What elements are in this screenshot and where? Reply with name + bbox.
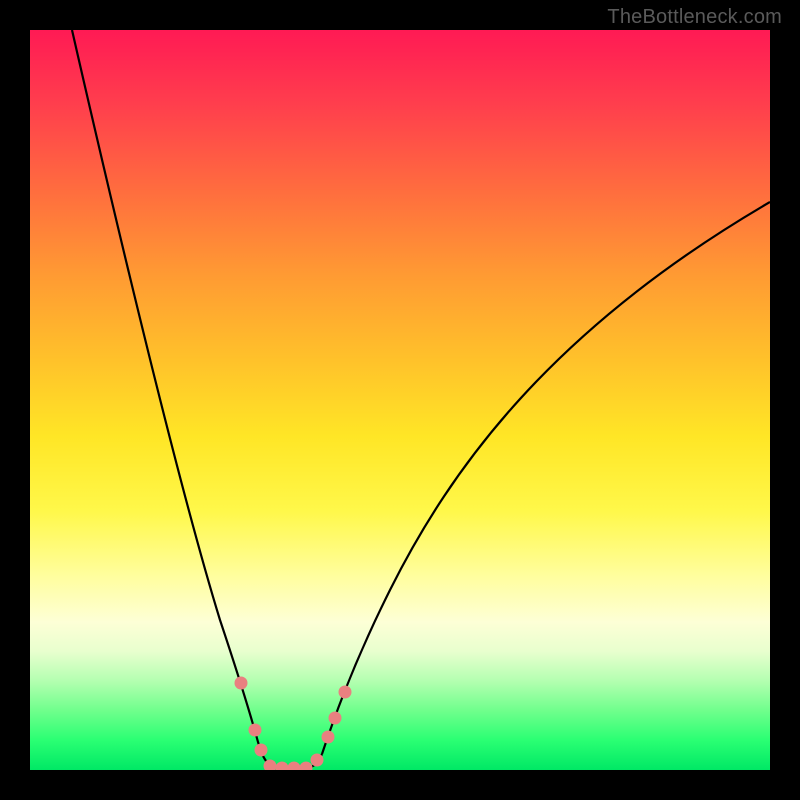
data-marker [288, 762, 300, 770]
data-marker [235, 677, 247, 689]
data-marker [311, 754, 323, 766]
data-marker [339, 686, 351, 698]
data-marker [255, 744, 267, 756]
plot-area [30, 30, 770, 770]
watermark-text: TheBottleneck.com [607, 6, 782, 29]
data-marker [249, 724, 261, 736]
data-marker [322, 731, 334, 743]
data-marker [276, 762, 288, 770]
curve-right-branch [322, 202, 770, 754]
data-marker [329, 712, 341, 724]
curve-left-branch [72, 30, 262, 754]
data-marker [300, 762, 312, 770]
curve-svg [30, 30, 770, 770]
data-marker [264, 760, 276, 770]
